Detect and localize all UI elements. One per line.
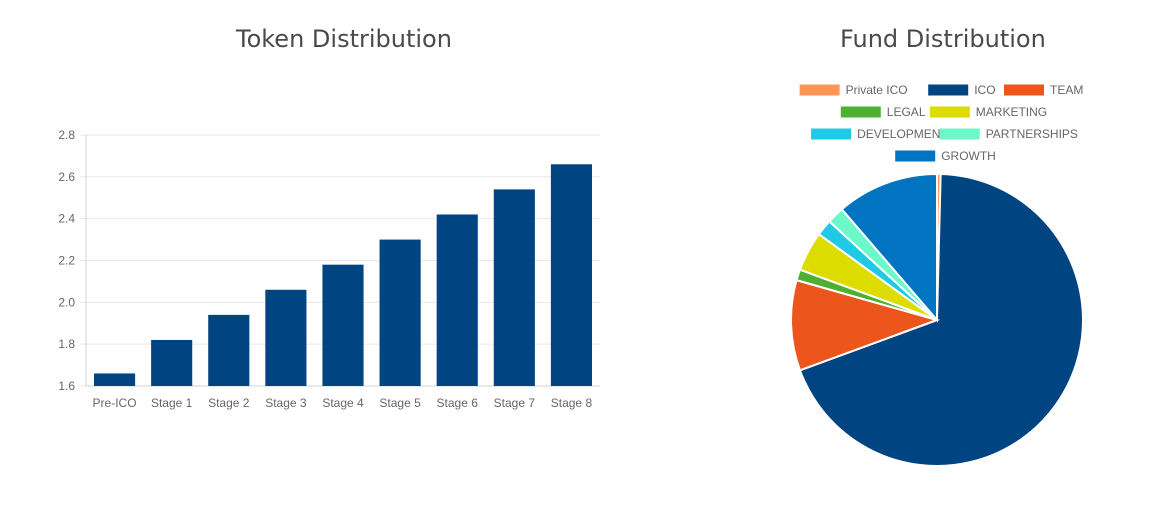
y-tick-label: 2.4 <box>58 212 75 226</box>
fund-distribution-chart: Private ICO ICO TEAM LEGAL MARKETING DEVELOPM… <box>790 83 1084 467</box>
x-tick-label: Stage 5 <box>379 396 421 410</box>
slice-growth[interactable] <box>840 172 938 323</box>
legend-swatch[interactable] <box>928 84 969 96</box>
x-tick-label: Stage 8 <box>551 396 593 410</box>
slice-team[interactable] <box>790 278 941 372</box>
x-tick-label: Stage 6 <box>437 396 479 410</box>
y-tick-label: 1.6 <box>58 379 75 393</box>
legend-label[interactable]: ICO <box>974 83 995 97</box>
legend-label[interactable]: Private ICO <box>846 83 908 97</box>
token-distribution-title: Token Distribution <box>236 25 452 53</box>
legend-label[interactable]: PARTNERSHIPS <box>986 127 1078 141</box>
bar-stage-2[interactable] <box>208 314 250 386</box>
y-tick-label: 2.8 <box>58 128 75 142</box>
legend-label[interactable]: LEGAL <box>887 105 926 119</box>
legend-swatch[interactable] <box>929 106 970 118</box>
legend-label[interactable]: MARKETING <box>976 105 1047 119</box>
legend-swatch[interactable] <box>939 128 980 140</box>
fund-distribution-title: Fund Distribution <box>840 25 1046 53</box>
y-tick-label: 1.8 <box>58 337 75 351</box>
bar-stage-6[interactable] <box>436 214 478 386</box>
x-tick-label: Stage 4 <box>322 396 364 410</box>
bar-stage-3[interactable] <box>265 289 307 386</box>
x-tick-label: Stage 1 <box>151 396 193 410</box>
legend-label[interactable]: TEAM <box>1050 83 1083 97</box>
legend-swatch[interactable] <box>1004 84 1044 96</box>
bar-stage-5[interactable] <box>379 239 421 386</box>
bar-stage-8[interactable] <box>550 164 593 386</box>
y-tick-label: 2.6 <box>58 170 75 184</box>
legend-swatch[interactable] <box>799 84 840 96</box>
token-distribution-chart: 1.6 1.8 2.0 2.2 2.4 2.6 2.8 Pre-ICO Stage 1 Stage… <box>58 128 600 410</box>
y-tick-label: 2.2 <box>58 254 75 268</box>
x-tick-label: Stage 2 <box>208 396 250 410</box>
legend-swatch[interactable] <box>840 106 881 118</box>
legend-swatch[interactable] <box>811 128 852 140</box>
bar-stage-1[interactable] <box>151 339 193 386</box>
token-distribution-panel: Token Distribution 1.6 1.8 2.0 2.2 2.4 2.6 2.8… <box>58 25 600 410</box>
legend-label[interactable]: DEVELOPMENT <box>857 127 948 141</box>
y-tick-label: 2.0 <box>58 295 75 309</box>
x-tick-label: Stage 3 <box>265 396 307 410</box>
bar-stage-4[interactable] <box>322 264 364 386</box>
legend-label[interactable]: GROWTH <box>941 149 996 163</box>
slice-ico[interactable] <box>798 173 1084 467</box>
fund-distribution-panel: Fund Distribution Private ICO ICO TEAM LEGA… <box>740 0 1140 515</box>
bar-stage-7[interactable] <box>493 189 535 386</box>
x-tick-label: Pre-ICO <box>93 396 137 410</box>
bar-pre-ico[interactable] <box>93 373 136 386</box>
x-tick-label: Stage 7 <box>494 396 536 410</box>
legend-swatch[interactable] <box>895 150 936 162</box>
